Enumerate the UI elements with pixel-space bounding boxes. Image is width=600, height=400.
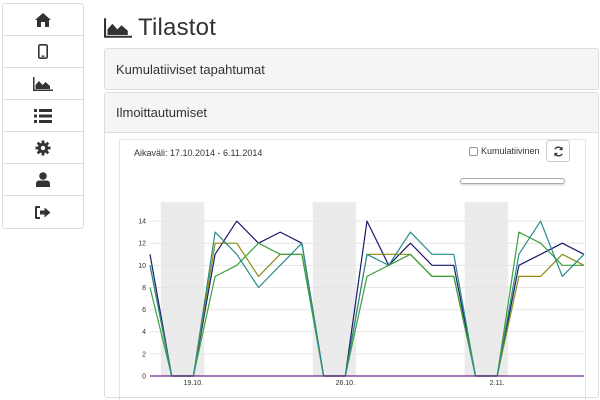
- refresh-icon: [553, 145, 563, 157]
- y-tick-label: 10: [138, 263, 146, 270]
- cumulative-events-panel-heading[interactable]: Kumulatiiviset tapahtumat: [105, 49, 598, 89]
- registrations-chart: 0 2 4 6 8 10 12 14 19.10. 26.10. 2.11.: [138, 202, 585, 387]
- area-chart-icon: [33, 76, 53, 91]
- cumulative-events-panel: Kumulatiiviset tapahtumat: [104, 48, 599, 90]
- refresh-button[interactable]: [546, 140, 570, 162]
- y-tick-label: 0: [142, 374, 146, 381]
- home-icon: [35, 12, 51, 27]
- y-tick-label: 12: [138, 241, 146, 248]
- series-line-4: [149, 220, 585, 377]
- cumulative-checkbox-label[interactable]: Kumulatiivinen: [469, 146, 540, 156]
- sidebar-item-logout[interactable]: [3, 196, 83, 228]
- sign-out-icon: [35, 205, 51, 219]
- sidebar-item-user[interactable]: [3, 164, 83, 196]
- registrations-panel-body: Aikaväli: 17.10.2014 - 6.11.2014 Kumulat…: [105, 133, 598, 400]
- list-icon: [34, 108, 52, 123]
- date-range-slider[interactable]: [460, 178, 565, 184]
- registrations-panel-heading[interactable]: Ilmoittautumiset: [105, 93, 598, 133]
- x-tick-label: 19.10.: [184, 380, 204, 387]
- registrations-panel: Ilmoittautumiset Aikaväli: 17.10.2014 - …: [104, 92, 599, 400]
- y-tick-label: 4: [142, 329, 146, 336]
- user-icon: [36, 172, 50, 187]
- chart-container: Aikaväli: 17.10.2014 - 6.11.2014 Kumulat…: [119, 139, 586, 400]
- page-header: Tilastot: [104, 14, 216, 42]
- y-tick-label: 2: [142, 351, 146, 358]
- y-tick-label: 14: [138, 219, 146, 226]
- area-chart-icon: [104, 18, 132, 38]
- sidebar-item-settings[interactable]: [3, 132, 83, 164]
- cumulative-checkbox[interactable]: [469, 146, 478, 156]
- date-range-label: Aikaväli: 17.10.2014 - 6.11.2014: [134, 148, 263, 158]
- x-tick-label: 26.10.: [336, 380, 356, 387]
- cumulative-label-text: Kumulatiivinen: [481, 146, 540, 156]
- weekend-band: [464, 202, 509, 376]
- y-tick-label: 8: [142, 285, 146, 292]
- panel-title: Ilmoittautumiset: [116, 105, 208, 120]
- mobile-icon: [38, 44, 48, 59]
- weekend-band: [160, 202, 205, 376]
- sidebar-item-devices[interactable]: [3, 36, 83, 68]
- panel-title: Kumulatiiviset tapahtumat: [116, 61, 265, 77]
- sidebar-item-list[interactable]: [3, 100, 83, 132]
- y-tick-label: 6: [142, 307, 146, 314]
- x-tick-label: 2.11.: [490, 380, 505, 387]
- sidebar-item-statistics[interactable]: [3, 68, 83, 100]
- gear-icon: [35, 140, 51, 155]
- page-title: Tilastot: [138, 14, 217, 41]
- series-line-3: [149, 231, 584, 377]
- sidebar-nav: [2, 3, 84, 229]
- sidebar-item-home[interactable]: [3, 4, 83, 36]
